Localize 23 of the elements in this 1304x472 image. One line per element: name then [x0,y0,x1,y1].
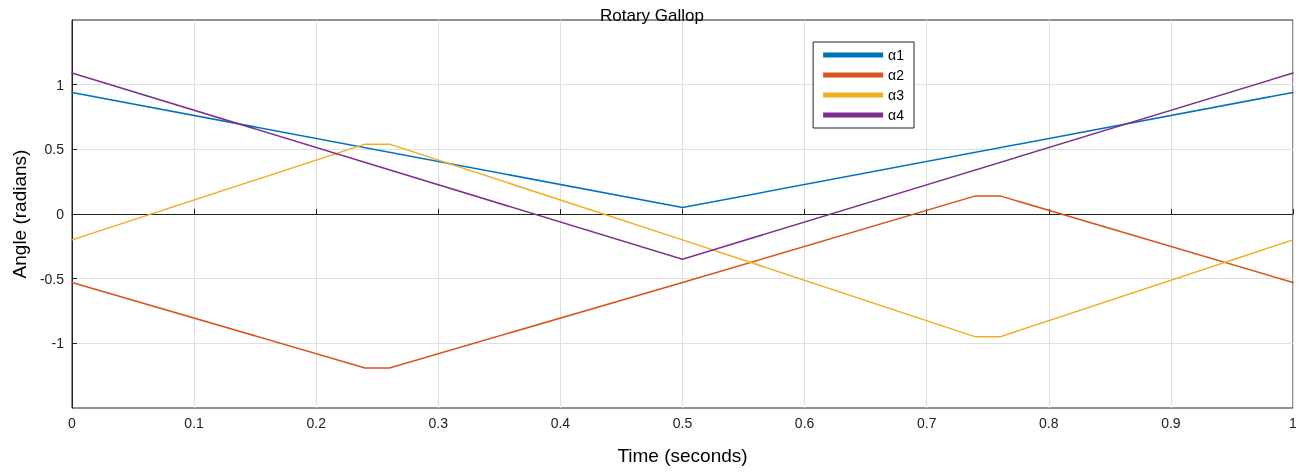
y-tick-label: 1 [56,76,65,93]
legend-label: α3 [888,87,905,103]
x-tick-label: 0.2 [306,415,327,431]
y-axis-title: Angle (radians) [8,149,30,279]
x-tick-label: 0 [68,415,77,431]
x-tick-label: 0.7 [916,415,937,431]
x-tick-label: 0.5 [672,415,693,431]
x-tick-label: 0.6 [794,415,815,431]
y-tick-label: 0 [56,206,65,222]
legend-label: α2 [888,67,905,83]
legend-label: α1 [888,47,905,63]
x-axis-title: Time (seconds) [617,445,748,466]
x-tick-label: 1 [1289,415,1298,431]
x-tick-label: 0.1 [184,415,205,431]
x-tick-label: 0.8 [1039,415,1059,431]
legend-label: α4 [888,107,905,123]
y-tick-label: 0.5 [44,141,65,158]
y-tick-label: -0.5 [39,270,65,287]
y-tick-label: -1 [51,335,65,352]
x-tick-label: 0.3 [428,415,449,431]
chart-title: Rotary Gallop [600,6,704,25]
x-tick-label: 0.4 [550,415,571,431]
x-tick-label: 0.9 [1161,415,1181,431]
